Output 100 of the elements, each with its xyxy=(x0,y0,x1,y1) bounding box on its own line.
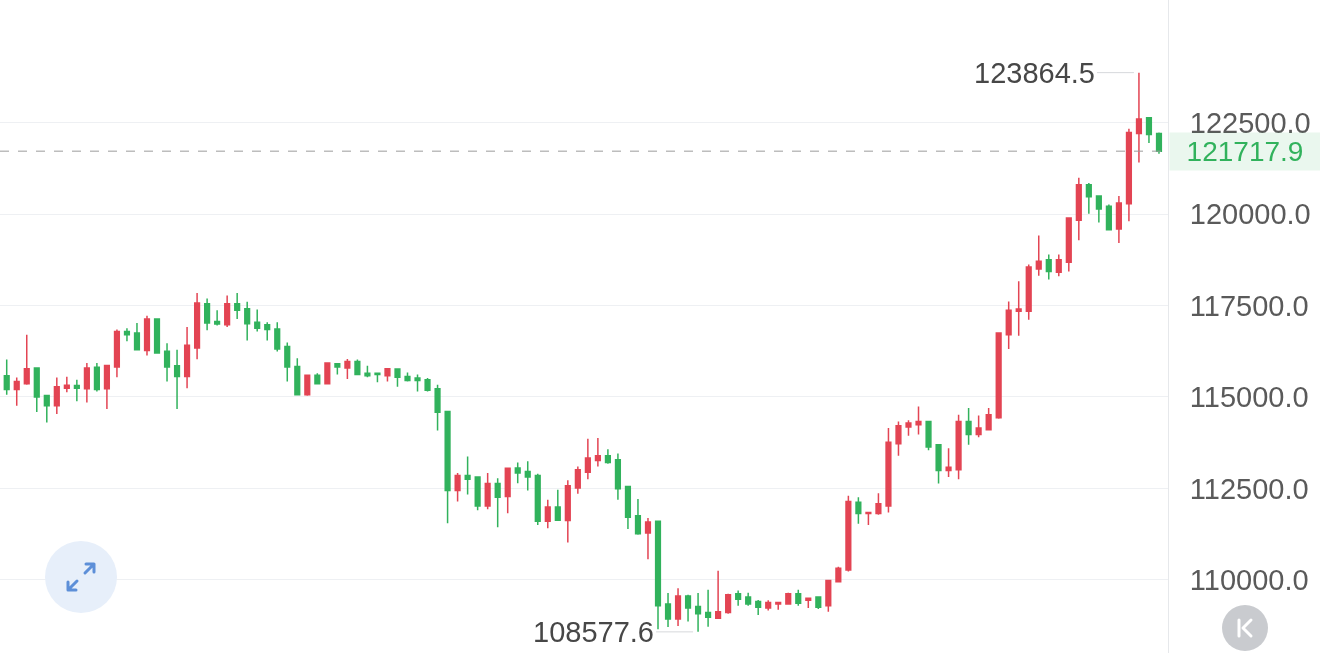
candlestick xyxy=(434,384,441,432)
y-tick-label: 110000.0 xyxy=(1189,563,1309,596)
candlestick xyxy=(123,327,131,343)
candlestick xyxy=(905,419,912,437)
candlestick xyxy=(614,452,622,501)
candlestick xyxy=(845,494,852,573)
candlestick xyxy=(715,569,722,620)
candlestick xyxy=(694,592,702,633)
candlestick xyxy=(985,407,992,432)
candlestick xyxy=(1055,253,1062,277)
candlestick xyxy=(1025,263,1032,321)
candlestick xyxy=(23,333,30,386)
candlestick xyxy=(183,326,191,389)
y-tick-label: 117500.0 xyxy=(1189,289,1309,322)
candlestick xyxy=(43,394,50,424)
y-tick-label: 112500.0 xyxy=(1189,472,1309,505)
candlestick xyxy=(534,473,541,526)
candlestick xyxy=(735,589,742,607)
candlestick xyxy=(384,367,391,383)
candlestick xyxy=(915,405,922,436)
candlestick xyxy=(945,447,952,478)
candlestick xyxy=(244,301,251,342)
candlestick xyxy=(955,414,962,480)
candlestick xyxy=(875,492,882,516)
candlestick xyxy=(1045,253,1052,281)
candlestick xyxy=(1145,116,1153,144)
y-tick-label: 115000.0 xyxy=(1189,381,1309,414)
candlestick xyxy=(1035,234,1042,277)
candlestick xyxy=(163,342,171,383)
candlestick xyxy=(895,420,902,457)
annotation: 108577.6 xyxy=(533,616,654,648)
candlestick xyxy=(1015,280,1022,337)
candlestick xyxy=(835,565,842,583)
candlestick xyxy=(464,455,471,496)
candlestick xyxy=(73,378,80,403)
candlestick xyxy=(554,489,561,522)
candlestick xyxy=(474,475,481,512)
candlestick xyxy=(234,292,241,320)
candlestick xyxy=(795,588,802,607)
candlestick xyxy=(63,376,70,393)
candlestick xyxy=(103,363,111,410)
candlestick xyxy=(173,348,181,410)
candlestick xyxy=(1075,177,1082,242)
candlestick xyxy=(514,461,521,485)
candlestick xyxy=(1125,128,1133,223)
candlestick xyxy=(704,588,712,628)
candlestick xyxy=(444,410,451,524)
annotation: 123864.5 xyxy=(974,57,1095,89)
candlestick xyxy=(284,341,291,383)
candlestick xyxy=(684,594,692,623)
candlestick xyxy=(765,599,772,612)
candlestick xyxy=(574,465,581,495)
candlestick xyxy=(965,407,972,446)
candlestick xyxy=(755,599,762,616)
candlestick xyxy=(143,314,151,357)
candlestick xyxy=(594,437,601,468)
candlestick xyxy=(524,460,531,492)
candlestick xyxy=(855,496,862,525)
candlestick xyxy=(494,477,501,528)
candlestick xyxy=(344,358,351,380)
candlestick xyxy=(544,498,551,529)
candlestick xyxy=(314,372,321,386)
candlestick xyxy=(53,376,60,415)
candlestick xyxy=(224,294,231,328)
candlestick xyxy=(334,362,341,376)
candlestick xyxy=(83,362,90,404)
candlestick xyxy=(1105,203,1112,231)
candlestick xyxy=(865,511,872,526)
candlestick xyxy=(13,376,20,407)
candlestick xyxy=(93,362,100,393)
candlestick xyxy=(424,377,431,393)
candlestick xyxy=(1085,182,1092,215)
candlestick xyxy=(274,321,281,353)
candlestick xyxy=(404,371,411,383)
candlestick xyxy=(815,595,822,610)
candlestick xyxy=(745,591,752,607)
candlestick xyxy=(674,587,682,627)
candlestick xyxy=(374,372,381,384)
candlestick xyxy=(975,414,982,438)
candlestick xyxy=(153,317,161,355)
candlestick xyxy=(304,373,311,397)
candlestick xyxy=(394,368,401,388)
candlestick xyxy=(204,297,211,332)
candlestick xyxy=(785,591,792,606)
candlestick xyxy=(775,601,782,611)
candlestick xyxy=(885,427,892,514)
candlestick xyxy=(1095,194,1102,224)
candlestick xyxy=(33,366,40,413)
candlestick xyxy=(1005,300,1012,350)
candlestick xyxy=(564,479,571,544)
candlestick xyxy=(133,322,141,352)
candlestick xyxy=(264,321,271,342)
y-tick-label: 120000.0 xyxy=(1189,198,1311,231)
candlestick xyxy=(1155,131,1163,155)
candlestick xyxy=(113,328,121,378)
candlestick xyxy=(3,358,10,396)
candlestick xyxy=(725,592,732,615)
candlestick xyxy=(624,485,632,530)
candlestick xyxy=(1115,195,1122,244)
candlestick xyxy=(925,420,932,452)
